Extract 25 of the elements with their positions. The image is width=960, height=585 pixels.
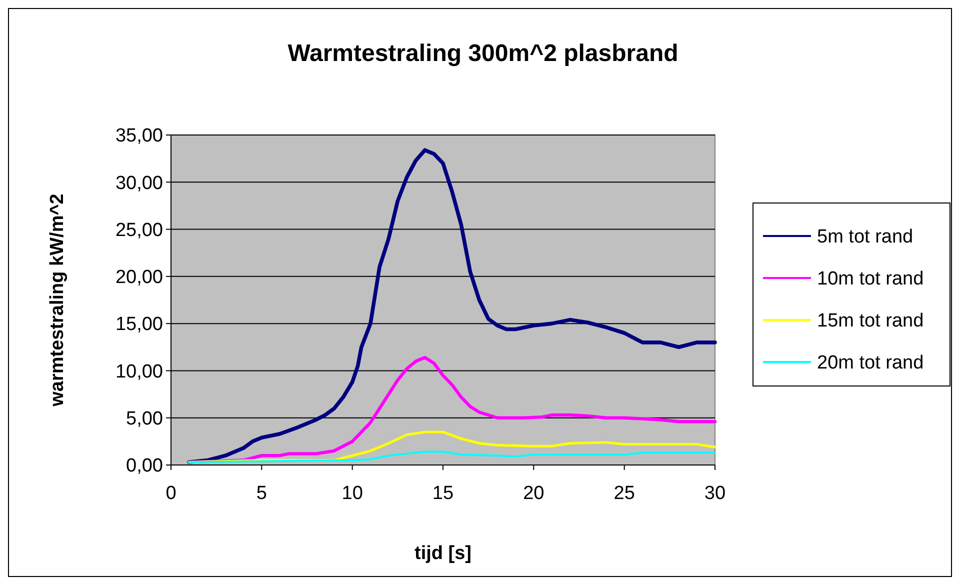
y-tick-label: 15,00 [115, 314, 163, 336]
y-tick-label: 5,00 [126, 408, 163, 430]
chart-title: Warmtestraling 300m^2 plasbrand [288, 40, 678, 67]
y-tick-label: 0,00 [126, 456, 163, 477]
x-tick-label: 5 [256, 483, 267, 504]
x-tick-label: 15 [432, 483, 454, 504]
y-tick-label: 30,00 [115, 172, 163, 194]
y-tick-label: 20,00 [115, 267, 163, 288]
legend-label: 20m tot rand [817, 352, 924, 374]
x-tick-label: 30 [704, 483, 726, 504]
x-tick-label: 0 [166, 483, 176, 504]
legend-label: 15m tot rand [817, 310, 924, 332]
y-tick-label: 25,00 [115, 220, 163, 241]
x-tick-label: 20 [523, 483, 544, 504]
x-tick-label: 25 [614, 483, 635, 504]
y-tick-label: 35,00 [115, 126, 163, 147]
y-tick-label: 10,00 [115, 361, 163, 382]
y-axis-title: warmtestraling kW/m^2 [47, 194, 68, 408]
line-series [188, 356, 717, 464]
x-axis-title: tijd [s] [414, 543, 472, 564]
line-series [188, 450, 716, 464]
x-tick-label: 10 [342, 483, 363, 504]
legend-label: 10m tot rand [817, 268, 924, 290]
line-series [187, 148, 717, 464]
legend-label: 5m tot rand [817, 226, 914, 248]
